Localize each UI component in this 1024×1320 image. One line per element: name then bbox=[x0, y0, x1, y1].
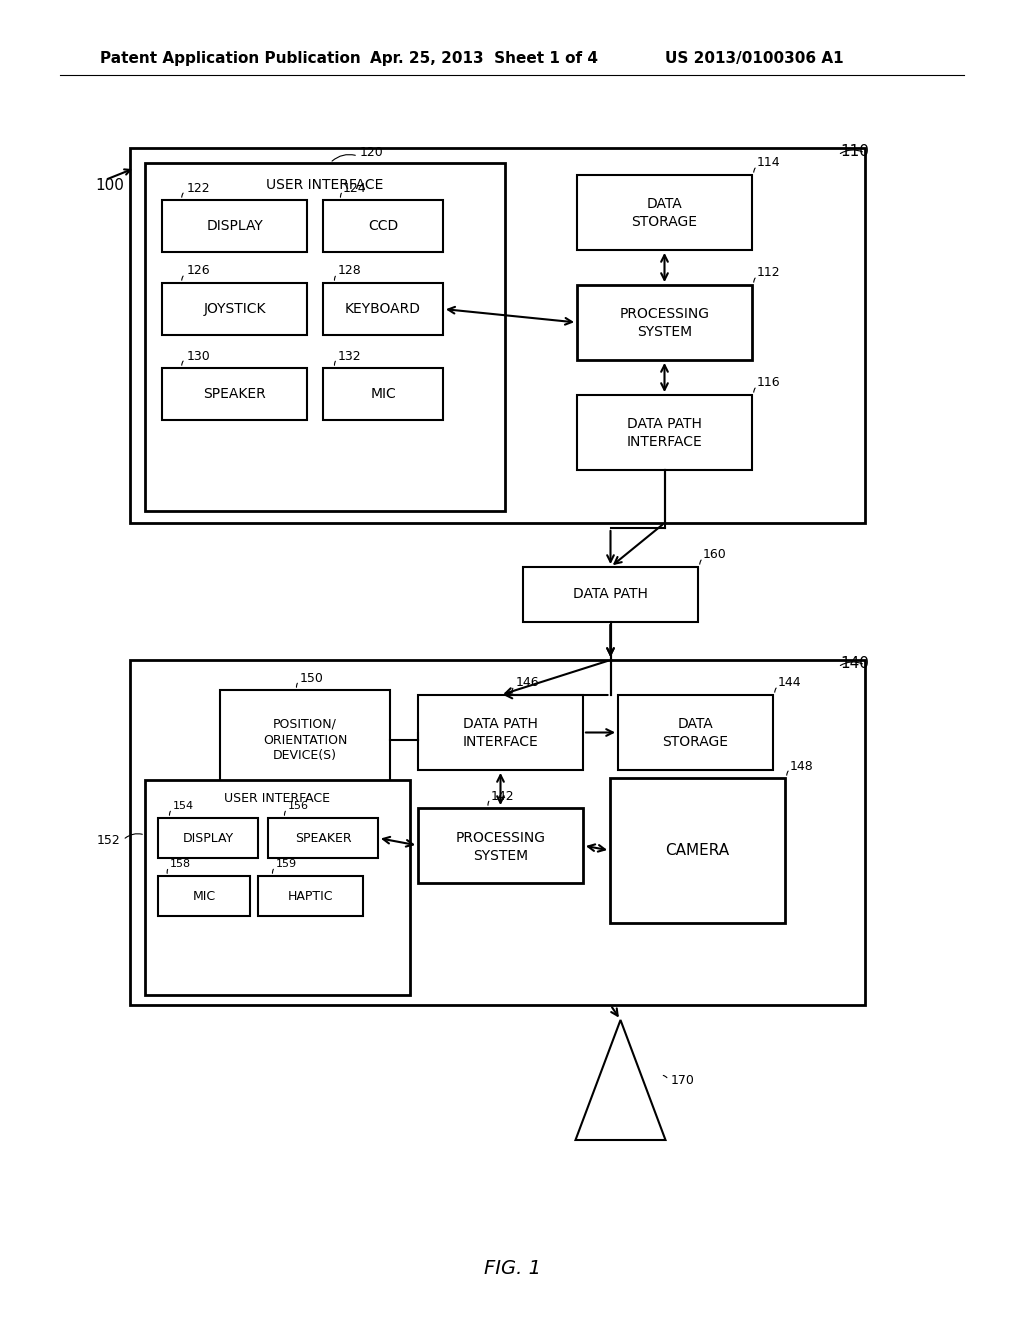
Text: STORAGE: STORAGE bbox=[663, 735, 728, 750]
Bar bbox=[323, 368, 443, 420]
Text: DATA PATH: DATA PATH bbox=[573, 587, 648, 602]
Text: 150: 150 bbox=[300, 672, 324, 685]
Text: POSITION/: POSITION/ bbox=[273, 718, 337, 730]
Text: ORIENTATION: ORIENTATION bbox=[263, 734, 347, 747]
Text: 142: 142 bbox=[490, 789, 514, 803]
Text: 122: 122 bbox=[187, 181, 211, 194]
Text: DATA PATH: DATA PATH bbox=[627, 417, 701, 432]
Text: 146: 146 bbox=[515, 676, 539, 689]
Text: 110: 110 bbox=[840, 144, 869, 160]
Bar bbox=[145, 162, 505, 511]
Bar bbox=[323, 282, 443, 335]
Text: DISPLAY: DISPLAY bbox=[182, 832, 233, 845]
Text: STORAGE: STORAGE bbox=[632, 215, 697, 230]
Bar bbox=[618, 696, 773, 770]
Text: 170: 170 bbox=[671, 1073, 694, 1086]
Text: 128: 128 bbox=[338, 264, 361, 277]
Text: SYSTEM: SYSTEM bbox=[473, 849, 528, 862]
Text: 154: 154 bbox=[173, 801, 195, 810]
Text: MIC: MIC bbox=[193, 890, 216, 903]
Text: USER INTERFACE: USER INTERFACE bbox=[224, 792, 331, 804]
Text: 144: 144 bbox=[778, 676, 802, 689]
Text: USER INTERFACE: USER INTERFACE bbox=[266, 178, 384, 191]
Text: 159: 159 bbox=[276, 859, 297, 869]
Text: Apr. 25, 2013  Sheet 1 of 4: Apr. 25, 2013 Sheet 1 of 4 bbox=[370, 50, 598, 66]
Bar bbox=[130, 660, 865, 1005]
Text: 120: 120 bbox=[360, 147, 384, 160]
Text: JOYSTICK: JOYSTICK bbox=[203, 302, 266, 315]
Bar bbox=[523, 568, 698, 622]
Text: CCD: CCD bbox=[368, 219, 398, 234]
Text: 132: 132 bbox=[338, 350, 361, 363]
Bar bbox=[158, 818, 258, 858]
Text: US 2013/0100306 A1: US 2013/0100306 A1 bbox=[665, 50, 844, 66]
Bar bbox=[418, 808, 583, 883]
Bar bbox=[130, 148, 865, 523]
Bar bbox=[162, 368, 307, 420]
Bar bbox=[418, 696, 583, 770]
Text: 114: 114 bbox=[757, 157, 780, 169]
Text: 148: 148 bbox=[790, 759, 814, 772]
Text: 152: 152 bbox=[96, 833, 120, 846]
Bar bbox=[610, 777, 785, 923]
Text: 140: 140 bbox=[840, 656, 869, 672]
Text: 100: 100 bbox=[95, 177, 124, 193]
Bar bbox=[268, 818, 378, 858]
Text: FIG. 1: FIG. 1 bbox=[483, 1258, 541, 1278]
Bar bbox=[158, 876, 250, 916]
Text: Patent Application Publication: Patent Application Publication bbox=[100, 50, 360, 66]
Text: DISPLAY: DISPLAY bbox=[206, 219, 263, 234]
Bar bbox=[258, 876, 362, 916]
Text: CAMERA: CAMERA bbox=[666, 843, 729, 858]
Text: 156: 156 bbox=[288, 801, 309, 810]
Text: HAPTIC: HAPTIC bbox=[288, 890, 333, 903]
Text: 116: 116 bbox=[757, 376, 780, 389]
Text: INTERFACE: INTERFACE bbox=[627, 436, 702, 450]
Text: 126: 126 bbox=[187, 264, 211, 277]
Text: PROCESSING: PROCESSING bbox=[620, 308, 710, 322]
Text: DATA: DATA bbox=[646, 198, 682, 211]
Text: MIC: MIC bbox=[370, 387, 396, 401]
Text: SPEAKER: SPEAKER bbox=[295, 832, 351, 845]
Text: KEYBOARD: KEYBOARD bbox=[345, 302, 421, 315]
Bar bbox=[220, 690, 390, 789]
Bar bbox=[323, 201, 443, 252]
Text: DATA PATH: DATA PATH bbox=[463, 718, 538, 731]
Text: INTERFACE: INTERFACE bbox=[463, 735, 539, 750]
Text: PROCESSING: PROCESSING bbox=[456, 830, 546, 845]
Text: DATA: DATA bbox=[678, 718, 714, 731]
Text: 158: 158 bbox=[170, 859, 191, 869]
Text: 130: 130 bbox=[187, 350, 211, 363]
Text: SPEAKER: SPEAKER bbox=[203, 387, 266, 401]
Bar bbox=[162, 282, 307, 335]
Bar bbox=[577, 395, 752, 470]
Text: 160: 160 bbox=[703, 549, 727, 561]
Bar bbox=[145, 780, 410, 995]
Bar bbox=[162, 201, 307, 252]
Bar bbox=[577, 285, 752, 360]
Bar bbox=[577, 176, 752, 249]
Text: DEVICE(S): DEVICE(S) bbox=[273, 750, 337, 763]
Text: SYSTEM: SYSTEM bbox=[637, 326, 692, 339]
Text: 124: 124 bbox=[343, 181, 367, 194]
Text: 112: 112 bbox=[757, 267, 780, 280]
